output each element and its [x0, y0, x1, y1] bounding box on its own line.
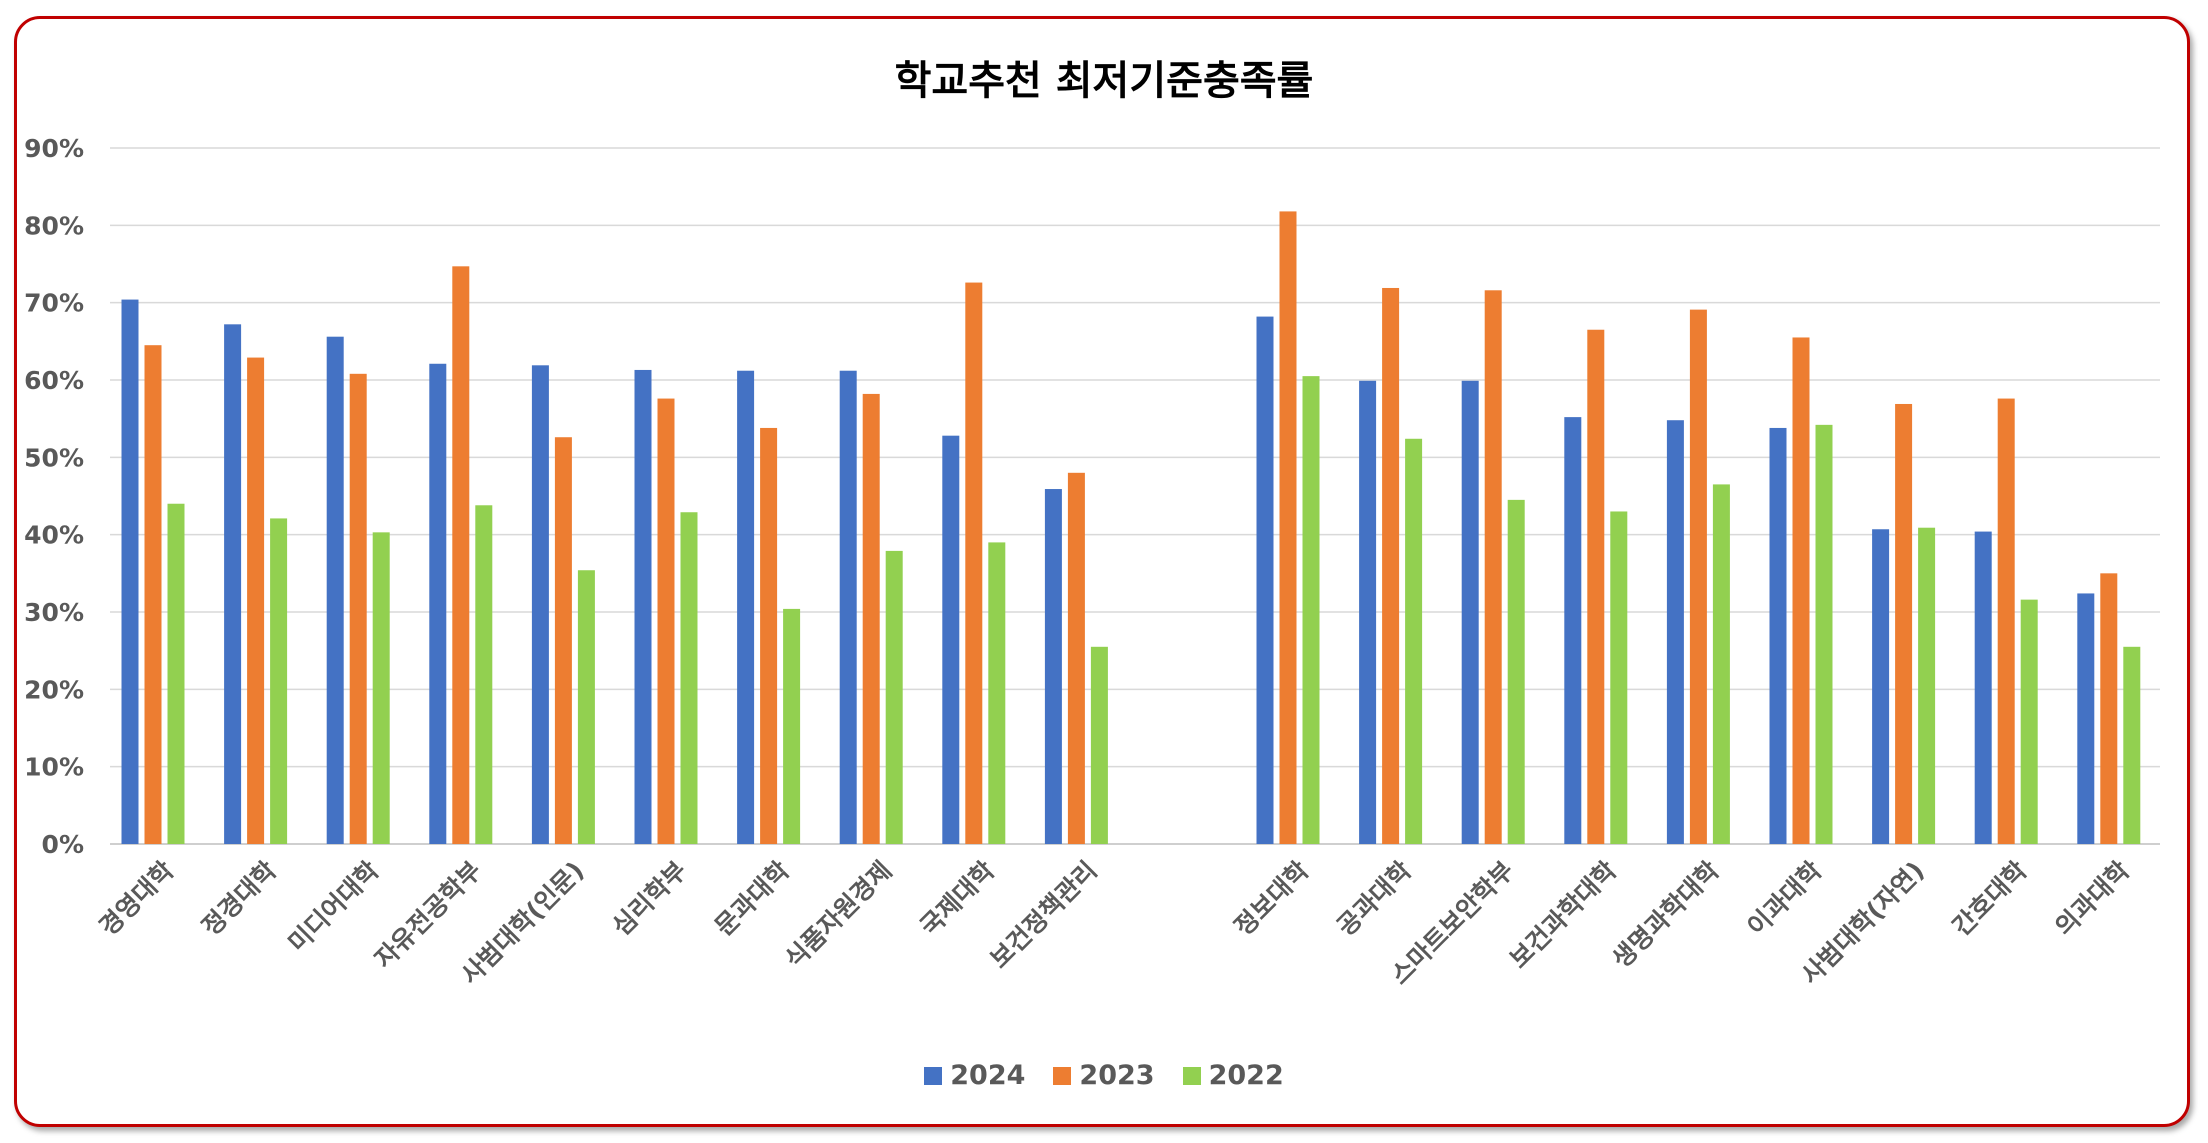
- bar-2024: [839, 370, 857, 844]
- legend-swatch-2023: [1053, 1066, 1072, 1085]
- y-tick-label: 50%: [24, 443, 84, 472]
- bar-2022: [2123, 646, 2141, 844]
- legend-item-2023: 2023: [1053, 1060, 1155, 1091]
- bar-2024: [942, 435, 960, 844]
- bar-2023: [144, 345, 162, 844]
- bar-2023: [760, 427, 778, 844]
- legend-item-2024: 2024: [924, 1060, 1025, 1091]
- legend-label-2023: 2023: [1079, 1060, 1155, 1091]
- bar-2022: [1507, 499, 1525, 844]
- bar-2024: [1256, 316, 1274, 844]
- category-label: 보건정책관리: [985, 856, 1103, 974]
- category-label: 정보대학: [1229, 856, 1315, 942]
- bar-2024: [224, 324, 242, 844]
- bar-2023: [862, 393, 880, 844]
- bar-2023: [1484, 290, 1502, 844]
- y-tick-label: 0%: [42, 830, 84, 859]
- bar-2024: [1044, 489, 1062, 844]
- bar-2023: [657, 398, 675, 844]
- category-label: 이과대학: [1742, 856, 1828, 942]
- category-label: 미디어대학: [283, 856, 385, 958]
- y-tick-label: 40%: [24, 521, 84, 550]
- y-tick-label: 30%: [24, 598, 84, 627]
- bar-2023: [349, 373, 367, 844]
- category-label: 정경대학: [196, 856, 282, 942]
- bar-2024: [1769, 427, 1787, 844]
- bar-2024: [1564, 417, 1582, 844]
- y-tick-label: 60%: [24, 366, 84, 395]
- category-label: 공과대학: [1331, 856, 1417, 942]
- category-label: 문과대학: [709, 856, 795, 942]
- bar-2022: [1302, 376, 1320, 844]
- bar-2022: [1712, 484, 1730, 844]
- legend: 2024 2023 2022: [0, 1060, 2208, 1091]
- category-label: 식품자원경제: [779, 856, 897, 974]
- bar-2023: [2100, 573, 2118, 844]
- legend-swatch-2024: [924, 1066, 943, 1085]
- bar-2023: [452, 266, 470, 844]
- bar-2024: [1974, 531, 1992, 844]
- bar-2023: [554, 437, 572, 844]
- bar-2024: [2077, 593, 2095, 844]
- bar-2022: [2020, 599, 2038, 844]
- chart-title: 학교추천 최저기준충족률: [894, 58, 1314, 104]
- bar-2023: [1895, 403, 1913, 844]
- bar-2024: [326, 336, 344, 844]
- bar-2022: [270, 518, 288, 844]
- category-label: 생명과학대학: [1607, 856, 1725, 974]
- category-label: 경영대학: [94, 856, 180, 942]
- category-label: 간호대학: [1947, 856, 2033, 942]
- bar-2022: [885, 550, 903, 844]
- bar-2022: [1090, 646, 1108, 844]
- legend-label-2022: 2022: [1208, 1060, 1284, 1091]
- y-tick-label: 80%: [24, 211, 84, 240]
- bar-2024: [1666, 420, 1684, 844]
- y-tick-label: 10%: [24, 753, 84, 782]
- bar-2022: [988, 542, 1006, 844]
- bar-2024: [531, 365, 549, 844]
- bar-2023: [1067, 472, 1085, 844]
- bar-2023: [1689, 309, 1707, 844]
- bar-2024: [1461, 380, 1479, 844]
- bar-2022: [372, 532, 390, 844]
- category-label: 의과대학: [2049, 856, 2135, 942]
- legend-item-2022: 2022: [1182, 1060, 1284, 1091]
- bar-2022: [1610, 511, 1628, 844]
- bar-2022: [577, 570, 595, 844]
- category-label: 심리학부: [607, 856, 693, 942]
- bar-2023: [1279, 211, 1297, 844]
- bar-2022: [1815, 424, 1833, 844]
- bar-2023: [1587, 329, 1605, 844]
- bar-2024: [1359, 380, 1377, 844]
- y-tick-label: 20%: [24, 675, 84, 704]
- legend-label-2024: 2024: [950, 1060, 1026, 1091]
- bar-2024: [121, 299, 139, 844]
- bar-2024: [634, 369, 652, 844]
- bar-2022: [167, 503, 185, 844]
- y-tick-label: 70%: [24, 289, 84, 318]
- bar-2023: [1792, 337, 1810, 844]
- legend-swatch-2022: [1182, 1066, 1201, 1085]
- category-label: 보건과학대학: [1504, 856, 1622, 974]
- category-label: 국제대학: [914, 856, 1000, 942]
- bar-2023: [1382, 287, 1400, 844]
- bar-2022: [680, 512, 698, 844]
- bar-2023: [247, 357, 265, 844]
- bar-2022: [1918, 527, 1936, 844]
- bar-2022: [1405, 438, 1423, 844]
- bar-2022: [475, 505, 493, 844]
- bar-2023: [1997, 398, 2015, 844]
- bar-2022: [783, 608, 801, 844]
- y-tick-label: 90%: [24, 134, 84, 163]
- bar-2024: [1872, 529, 1890, 844]
- bar-2023: [965, 282, 983, 844]
- bar-2024: [429, 363, 447, 844]
- bar-2024: [737, 370, 755, 844]
